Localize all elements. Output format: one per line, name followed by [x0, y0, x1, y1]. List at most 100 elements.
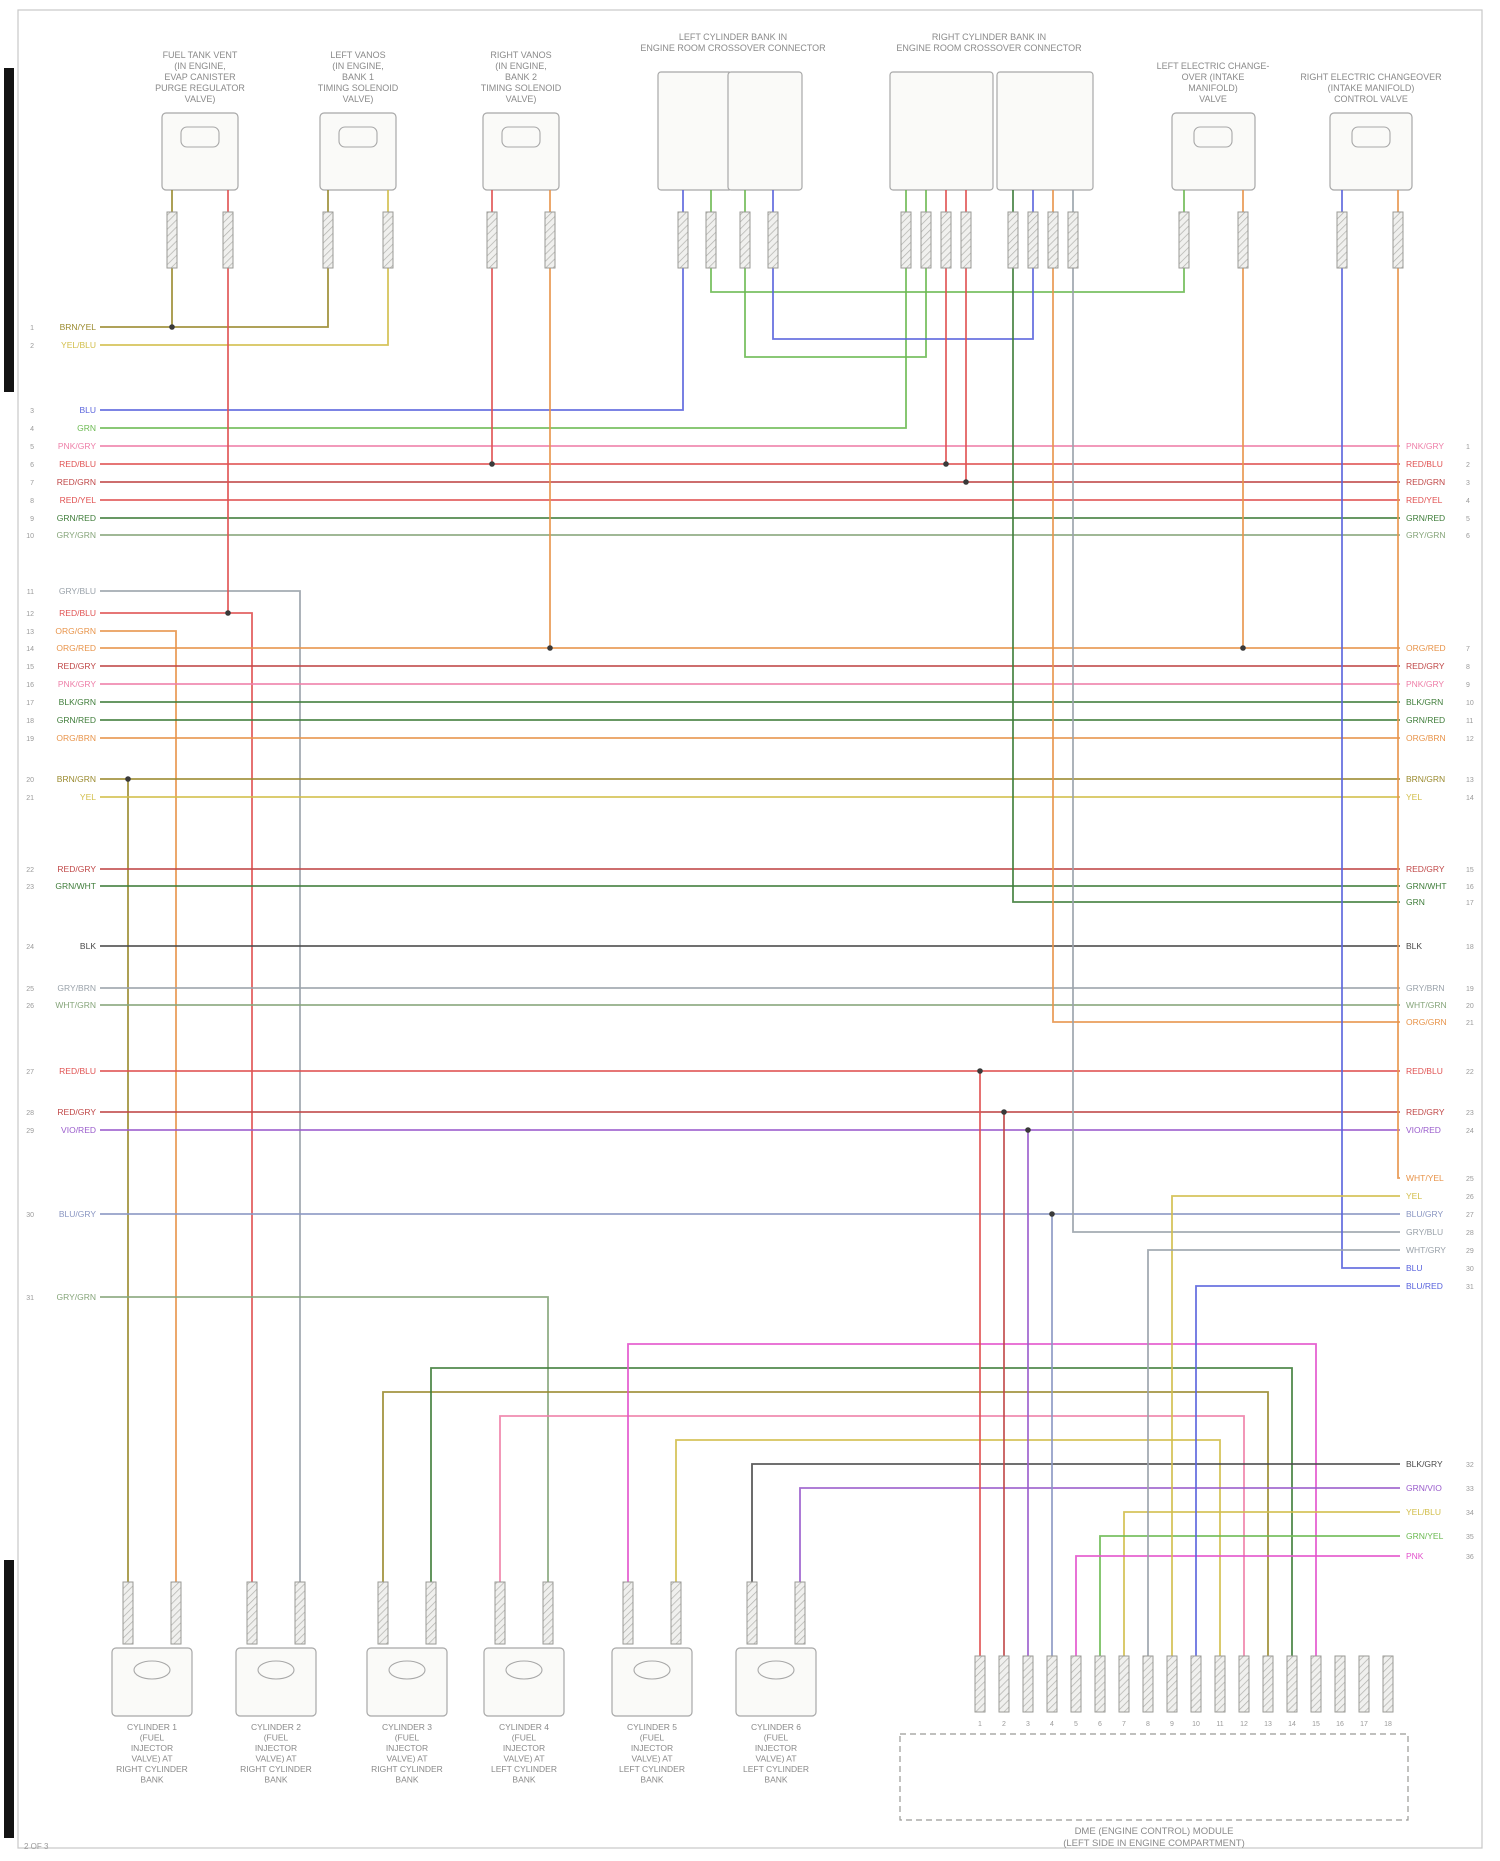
wire-label-left: GRN/WHT [55, 881, 96, 891]
ecm-pin [974, 1655, 986, 1713]
component-pin [920, 211, 932, 269]
component-pin [486, 211, 498, 269]
wire-number-right: 17 [1466, 900, 1474, 907]
wire-label-left: BLK [80, 941, 96, 951]
wire-label-right: BRN/GRN [1406, 774, 1445, 784]
wire-number-left: 14 [26, 646, 34, 653]
wire-label-left: BLU [79, 405, 96, 415]
component-pin [1027, 211, 1039, 269]
connector-body [657, 71, 733, 191]
wire-label-right: BLK [1406, 941, 1422, 951]
wire [675, 1439, 1221, 1656]
ecm-pin-number: 10 [1192, 1721, 1200, 1728]
ecm-pin [1142, 1655, 1154, 1713]
component-pin [900, 211, 912, 269]
wire-label-right: YEL/BLU [1406, 1507, 1441, 1517]
injector-pin [246, 1581, 258, 1645]
wire-number-left: 6 [30, 462, 34, 469]
component-label: BANK [140, 1775, 163, 1785]
component-label: (INTAKE MANIFOLD) [1328, 83, 1415, 93]
component-label: LEFT VANOS [330, 50, 385, 60]
wire-label-left: ORG/BRN [56, 733, 96, 743]
wire-number-right: 35 [1466, 1534, 1474, 1541]
component-label: CYLINDER 1 [127, 1722, 177, 1732]
wire-label-right: BLU/GRY [1406, 1209, 1443, 1219]
wire [100, 612, 253, 1582]
junction-dot [225, 610, 231, 616]
wire [1099, 1535, 1400, 1656]
component-symbol [1193, 126, 1233, 148]
right-electric-changeover-valve: RIGHT ELECTRIC CHANGEOVER(INTAKE MANIFOL… [1300, 72, 1442, 212]
wire-number-left: 24 [26, 944, 34, 951]
ecm-pin-number: 7 [1122, 1721, 1126, 1728]
injector-box [366, 1647, 448, 1717]
component-pin [705, 211, 717, 269]
ecm-pin-number: 3 [1026, 1721, 1030, 1728]
component-label: LEFT ELECTRIC CHANGE- [1157, 61, 1270, 71]
wire-number-right: 12 [1466, 736, 1474, 743]
ecm-pin-number: 1 [978, 1721, 982, 1728]
wire-label-right: PNK/GRY [1406, 679, 1444, 689]
wire-number-right: 26 [1466, 1194, 1474, 1201]
component-label: INJECTOR [131, 1743, 173, 1753]
component-label: LEFT CYLINDER [619, 1764, 685, 1774]
wire-label-right: RED/BLU [1406, 459, 1443, 469]
wire-number-left: 28 [26, 1110, 34, 1117]
wire-label-left: GRY/BRN [57, 983, 96, 993]
component-label: LEFT CYLINDER BANK IN [679, 32, 787, 42]
wire-number-left: 26 [26, 1003, 34, 1010]
wire-number-right: 29 [1466, 1248, 1474, 1255]
ecm-pin [1358, 1655, 1370, 1713]
wire-label-right: WHT/GRY [1406, 1245, 1446, 1255]
injector-pin [670, 1581, 682, 1645]
wire-label-left: ORG/RED [56, 643, 96, 653]
wire-label-left: RED/GRY [57, 864, 96, 874]
wire [1341, 268, 1400, 1269]
ecm-pin [1094, 1655, 1106, 1713]
wire-label-left: RED/GRY [57, 1107, 96, 1117]
wire-number-right: 9 [1466, 682, 1470, 689]
wire [627, 1343, 1317, 1656]
wire-number-left: 18 [26, 718, 34, 725]
ecm-pin [1238, 1655, 1250, 1713]
component-box [1329, 112, 1413, 191]
wire-label-right: WHT/YEL [1406, 1173, 1444, 1183]
wire-label-left: YEL/BLU [61, 340, 96, 350]
wire-number-left: 23 [26, 884, 34, 891]
wire-number-left: 25 [26, 986, 34, 993]
injector-box [483, 1647, 565, 1717]
component-label: (FUEL [512, 1733, 537, 1743]
component-pin [322, 211, 334, 269]
junction-dot [1025, 1127, 1031, 1133]
ecm-pin-number: 18 [1384, 1721, 1392, 1728]
wire-number-left: 29 [26, 1128, 34, 1135]
component-label: CYLINDER 2 [251, 1722, 301, 1732]
wire-label-right: BLK/GRN [1406, 697, 1443, 707]
wire-label-right: RED/YEL [1406, 495, 1443, 505]
component-label: RIGHT CYLINDER [116, 1764, 188, 1774]
wire-label-right: YEL [1406, 1191, 1422, 1201]
connector-body [996, 71, 1094, 191]
wire-label-right: YEL [1406, 792, 1422, 802]
wire-label-left: RED/GRY [57, 661, 96, 671]
ecm-pin-number: 2 [1002, 1721, 1006, 1728]
wire [1195, 1285, 1400, 1656]
wire-number-left: 5 [30, 444, 34, 451]
component-pin [677, 211, 689, 269]
wire-label-left: RED/GRN [57, 477, 96, 487]
page-footer: 2 OF 3 [24, 1842, 49, 1851]
component-pin [739, 211, 751, 269]
junction-dot [1001, 1109, 1007, 1115]
injector-pin [294, 1581, 306, 1645]
wire-number-left: 9 [30, 516, 34, 523]
component-label: VALVE) AT [255, 1754, 296, 1764]
wire-number-left: 17 [26, 700, 34, 707]
ecm-pin [1190, 1655, 1202, 1713]
component-label: PURGE REGULATOR [155, 83, 245, 93]
component-label: INJECTOR [631, 1743, 673, 1753]
